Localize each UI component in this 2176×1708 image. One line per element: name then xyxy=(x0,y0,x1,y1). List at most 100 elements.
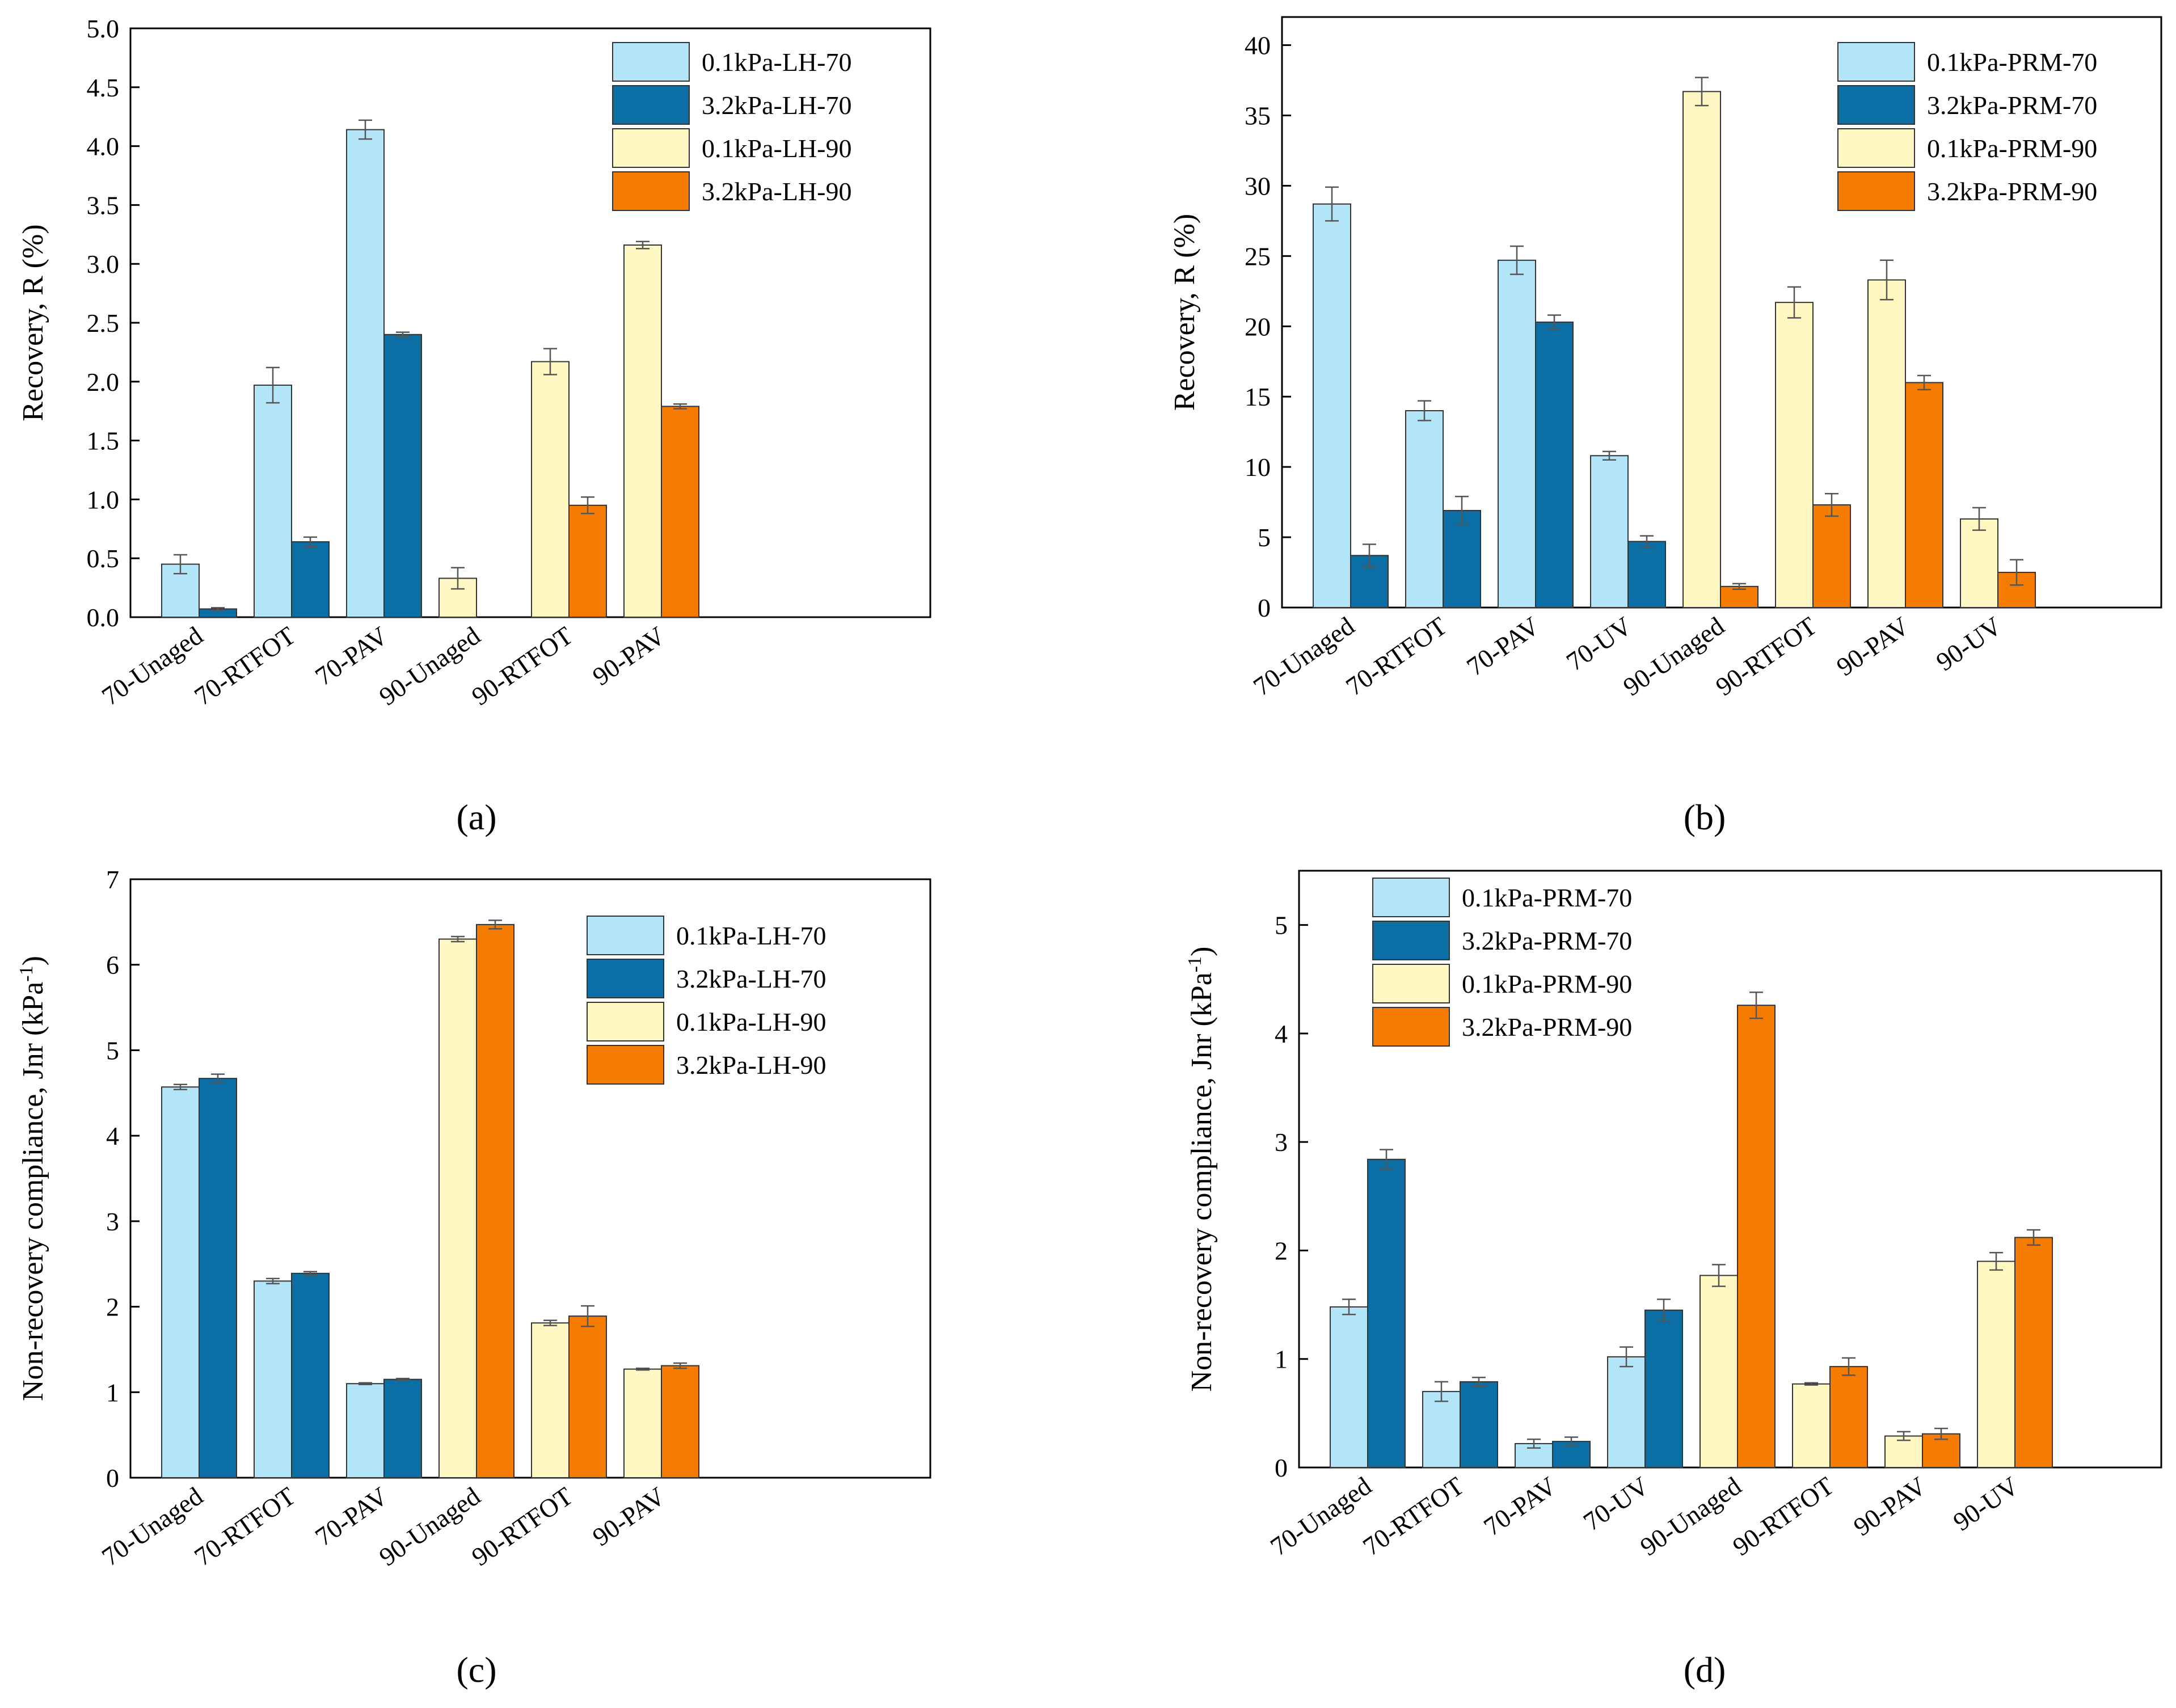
x-category-label: 90-RTFOT xyxy=(1727,1471,1839,1561)
y-tick-label: 2.5 xyxy=(87,309,120,338)
bar-b-90-RTFOT-3.2kPa-PRM-90 xyxy=(1812,504,1851,608)
y-axis-title: Non-recovery compliance, Jnr (kPa-1) xyxy=(16,956,50,1401)
bar-c-70-PAV-3.2kPa-LH-70 xyxy=(383,1378,422,1478)
bar-c-90-RTFOT-0.1kPa-LH-90 xyxy=(531,1322,570,1478)
bar-b-70-UV-0.1kPa-PRM-70 xyxy=(1590,455,1629,608)
chart-c: 0 1 2 3 4 5 6 7 Non-recovery compliance, Jnr (kP… xyxy=(16,865,931,1690)
x-category-label: 90-PAV xyxy=(1831,611,1914,681)
x-category-label: 90-UV xyxy=(1931,611,2007,676)
x-category-label: 70-Unaged xyxy=(96,621,208,711)
x-category-label: 90-UV xyxy=(1948,1471,2024,1536)
bar-d-90-Unaged-3.2kPa-PRM-90 xyxy=(1737,1005,1776,1469)
y-tick-label: 1.0 xyxy=(87,485,120,514)
panel-label: (b) xyxy=(1684,797,1726,837)
y-tick-label: 0 xyxy=(1258,593,1271,622)
bar-b-70-RTFOT-3.2kPa-PRM-70 xyxy=(1443,509,1481,608)
legend-label: 3.2kPa-PRM-70 xyxy=(1462,926,1632,955)
x-category-label: 90-Unaged xyxy=(1635,1471,1747,1561)
x-category-label: 90-RTFOT xyxy=(466,621,578,711)
y-tick-label: 25 xyxy=(1245,242,1271,271)
y-tick-label: 5 xyxy=(1275,911,1288,940)
x-category-label: 70-Unaged xyxy=(96,1481,208,1571)
y-axis-title-close: ) xyxy=(17,956,49,965)
bar-d-90-Unaged-0.1kPa-PRM-90 xyxy=(1700,1275,1738,1468)
panel-label: (a) xyxy=(456,797,496,837)
legend-label: 0.1kPa-PRM-70 xyxy=(1927,48,2097,77)
x-category-label: 90-PAV xyxy=(1848,1471,1932,1541)
plot-frame xyxy=(129,878,931,1479)
bar-d-70-UV-0.1kPa-PRM-70 xyxy=(1607,1356,1646,1469)
bar-b-90-UV-0.1kPa-PRM-90 xyxy=(1960,518,1998,608)
panel-label: (c) xyxy=(456,1650,496,1690)
bar-a-70-PAV-0.1kPa-LH-70 xyxy=(346,129,385,618)
y-tick-label: 20 xyxy=(1245,312,1271,341)
legend-swatch xyxy=(612,42,690,82)
y-tick-label: 5 xyxy=(1258,523,1271,552)
bar-b-90-PAV-0.1kPa-PRM-90 xyxy=(1867,279,1906,608)
bar-b-70-Unaged-0.1kPa-PRM-70 xyxy=(1313,203,1351,608)
y-tick-label: 4.5 xyxy=(87,73,120,102)
bar-d-90-UV-0.1kPa-PRM-90 xyxy=(1977,1260,2015,1468)
bar-d-70-Unaged-3.2kPa-PRM-70 xyxy=(1367,1158,1406,1468)
y-tick-label: 1 xyxy=(1275,1345,1288,1374)
x-category-label: 90-PAV xyxy=(587,1481,670,1551)
bar-a-90-PAV-3.2kPa-LH-90 xyxy=(661,406,699,618)
y-tick-label: 0.0 xyxy=(87,603,120,632)
legend-label: 3.2kPa-LH-70 xyxy=(676,964,826,993)
legend-swatch xyxy=(1372,878,1450,917)
y-tick-label: 0 xyxy=(1275,1453,1288,1482)
y-axis-title: Recovery, R (%) xyxy=(17,224,49,421)
legend-label: 3.2kPa-PRM-70 xyxy=(1927,91,2097,120)
legend-label: 3.2kPa-LH-90 xyxy=(702,177,851,206)
bar-c-90-PAV-3.2kPa-LH-90 xyxy=(661,1365,699,1478)
bar-a-70-RTFOT-3.2kPa-LH-70 xyxy=(291,541,330,618)
bar-d-90-RTFOT-0.1kPa-PRM-90 xyxy=(1792,1383,1831,1468)
legend-label: 0.1kPa-PRM-70 xyxy=(1462,883,1632,912)
x-category-label: 90-Unaged xyxy=(374,621,486,711)
bar-d-70-RTFOT-3.2kPa-PRM-70 xyxy=(1460,1381,1498,1468)
y-tick-label: 6 xyxy=(106,951,119,980)
y-tick-label: 3 xyxy=(106,1207,119,1236)
y-tick-label: 4.0 xyxy=(87,132,120,161)
bar-c-70-Unaged-0.1kPa-LH-70 xyxy=(161,1086,200,1478)
bar-b-90-RTFOT-0.1kPa-PRM-90 xyxy=(1775,302,1814,608)
legend-label: 0.1kPa-LH-70 xyxy=(676,921,826,950)
bar-c-70-RTFOT-3.2kPa-LH-70 xyxy=(291,1272,330,1479)
bar-a-90-PAV-0.1kPa-LH-90 xyxy=(623,244,662,618)
bar-c-90-Unaged-0.1kPa-LH-90 xyxy=(438,938,477,1478)
panel-label: (d) xyxy=(1684,1650,1726,1690)
bar-b-70-PAV-3.2kPa-PRM-70 xyxy=(1535,321,1574,608)
x-category-label: 70-RTFOT xyxy=(189,1481,301,1571)
y-tick-label: 5.0 xyxy=(87,14,120,43)
y-tick-label: 3 xyxy=(1275,1128,1288,1157)
x-category-label: 70-PAV xyxy=(1461,611,1545,681)
chart-d: 0 1 2 3 4 5 Non-recovery compliance, Jnr (kPa-… xyxy=(1184,870,2162,1690)
bar-b-90-Unaged-0.1kPa-PRM-90 xyxy=(1682,91,1721,609)
chart-a: 0.0 0.5 1.0 1.5 2.0 2.5 3.0 3.5 4.0 4.5 5.0 Recover… xyxy=(17,14,931,837)
x-category-label: 70-RTFOT xyxy=(1357,1471,1469,1561)
bar-b-70-PAV-0.1kPa-PRM-70 xyxy=(1498,259,1536,608)
x-category-label: 70-PAV xyxy=(310,621,393,691)
bar-c-70-RTFOT-0.1kPa-LH-70 xyxy=(254,1280,292,1479)
bar-c-70-Unaged-3.2kPa-LH-70 xyxy=(199,1078,237,1478)
legend-label: 0.1kPa-PRM-90 xyxy=(1927,134,2097,163)
y-tick-label: 3.0 xyxy=(87,250,120,279)
legend-swatch xyxy=(1372,1007,1450,1047)
y-axis-title: Non-recovery compliance, Jnr (kPa-1) xyxy=(1184,947,1218,1392)
x-category-label: 70-PAV xyxy=(310,1481,393,1551)
x-category-label: 90-PAV xyxy=(587,621,670,691)
legend-label: 0.1kPa-LH-90 xyxy=(676,1007,826,1036)
y-tick-label: 30 xyxy=(1245,171,1271,200)
y-axis-title-close: ) xyxy=(1186,947,1218,956)
bar-c-90-Unaged-3.2kPa-LH-90 xyxy=(476,923,515,1478)
legend-label: 3.2kPa-PRM-90 xyxy=(1927,177,2097,206)
y-tick-label: 1 xyxy=(106,1378,119,1407)
y-tick-label: 10 xyxy=(1245,453,1271,482)
bar-a-70-RTFOT-0.1kPa-LH-70 xyxy=(254,385,292,618)
y-tick-label: 15 xyxy=(1245,382,1271,411)
y-tick-label: 5 xyxy=(106,1036,119,1065)
x-category-label: 70-UV xyxy=(1561,611,1637,676)
y-tick-label: 4 xyxy=(1275,1019,1288,1048)
bar-d-70-Unaged-0.1kPa-PRM-70 xyxy=(1330,1306,1368,1468)
